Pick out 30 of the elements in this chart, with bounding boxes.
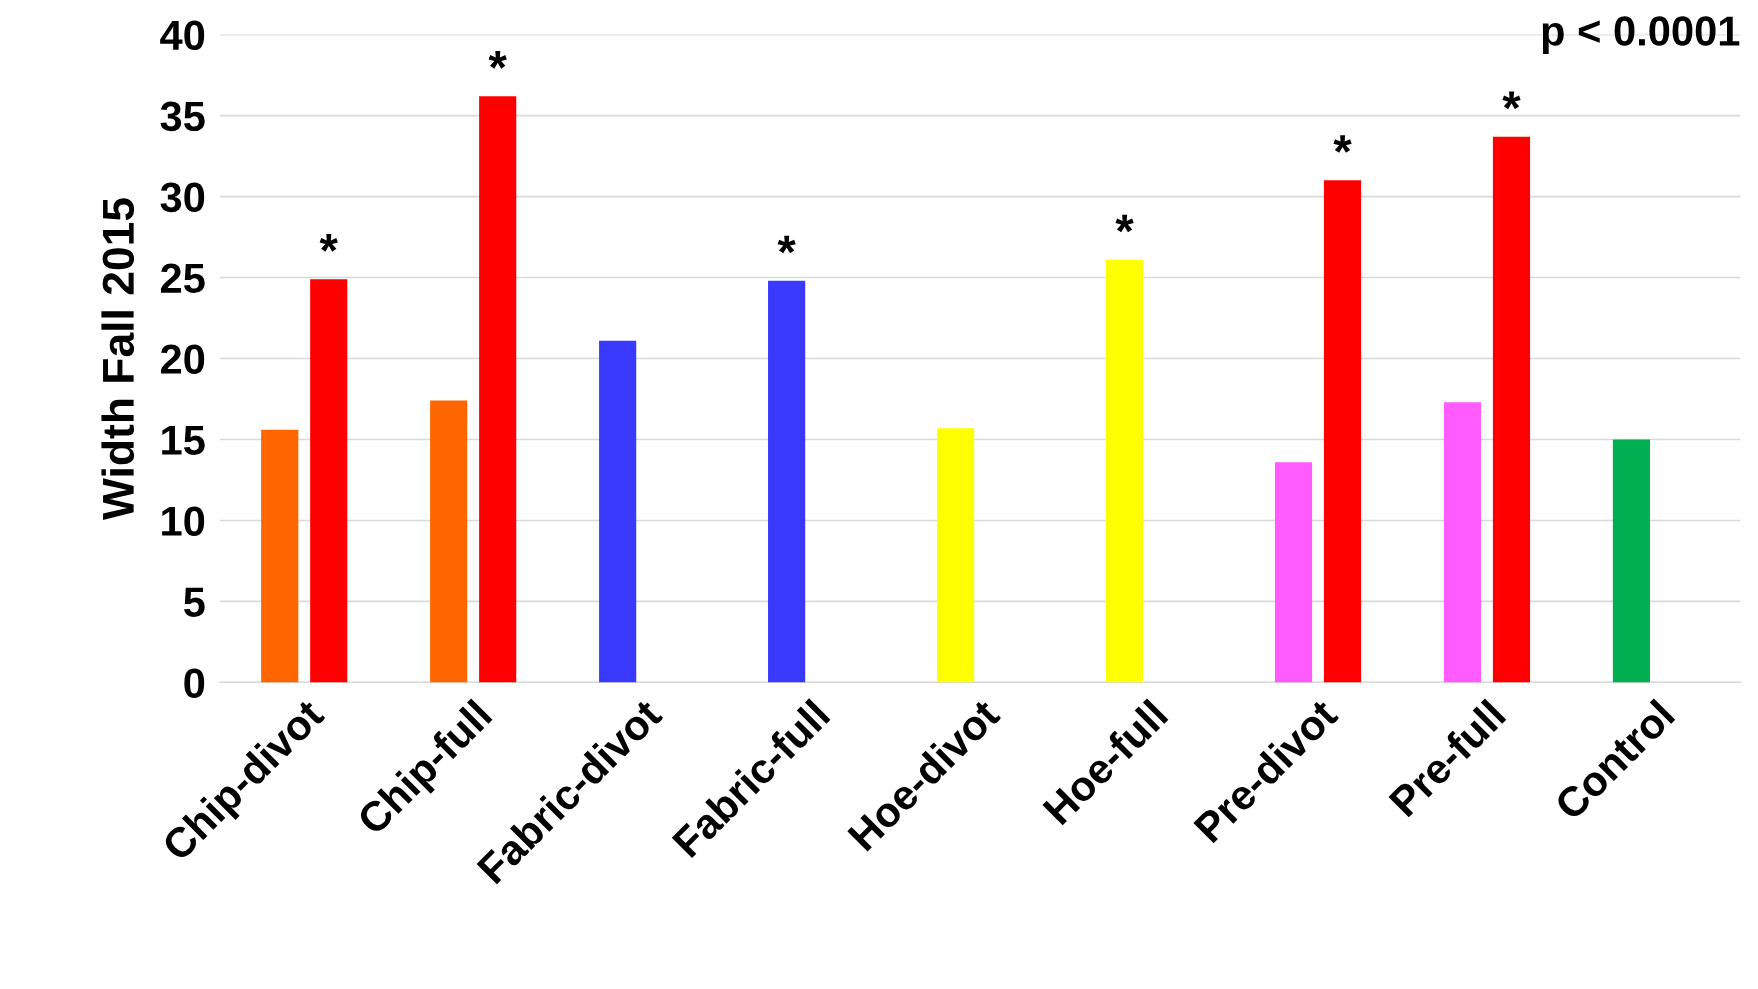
bar — [1105, 259, 1144, 683]
bar — [599, 340, 637, 683]
y-tick-label: 15 — [162, 425, 205, 455]
bar — [310, 279, 348, 683]
annotation: p < 0.0001 — [1542, 16, 1740, 55]
bar — [1612, 439, 1651, 683]
y-axis-title: Width Fall 2015 — [101, 198, 135, 521]
data-label: * — [1115, 214, 1134, 233]
data-label: * — [488, 51, 507, 69]
data-label: * — [1333, 135, 1352, 153]
y-tick-label: 35 — [160, 101, 205, 132]
bar — [1323, 180, 1362, 683]
y-tick-label: 40 — [160, 20, 205, 51]
data-label: * — [319, 234, 338, 252]
bar — [937, 428, 975, 683]
data-label: * — [777, 235, 796, 254]
data-label: * — [1502, 91, 1521, 110]
bar — [479, 96, 517, 683]
y-tick-label: 20 — [160, 344, 205, 375]
bar — [261, 429, 299, 683]
y-tick-label: 30 — [160, 182, 205, 213]
bar — [1492, 136, 1531, 683]
y-tick-label: 25 — [160, 263, 205, 294]
y-tick-label: 0 — [184, 668, 205, 698]
bar — [768, 280, 806, 683]
bar — [430, 400, 468, 683]
y-tick-label: 10 — [162, 506, 205, 536]
bar — [1274, 462, 1313, 683]
y-tick-label: 5 — [183, 587, 205, 617]
bar — [1443, 402, 1482, 683]
